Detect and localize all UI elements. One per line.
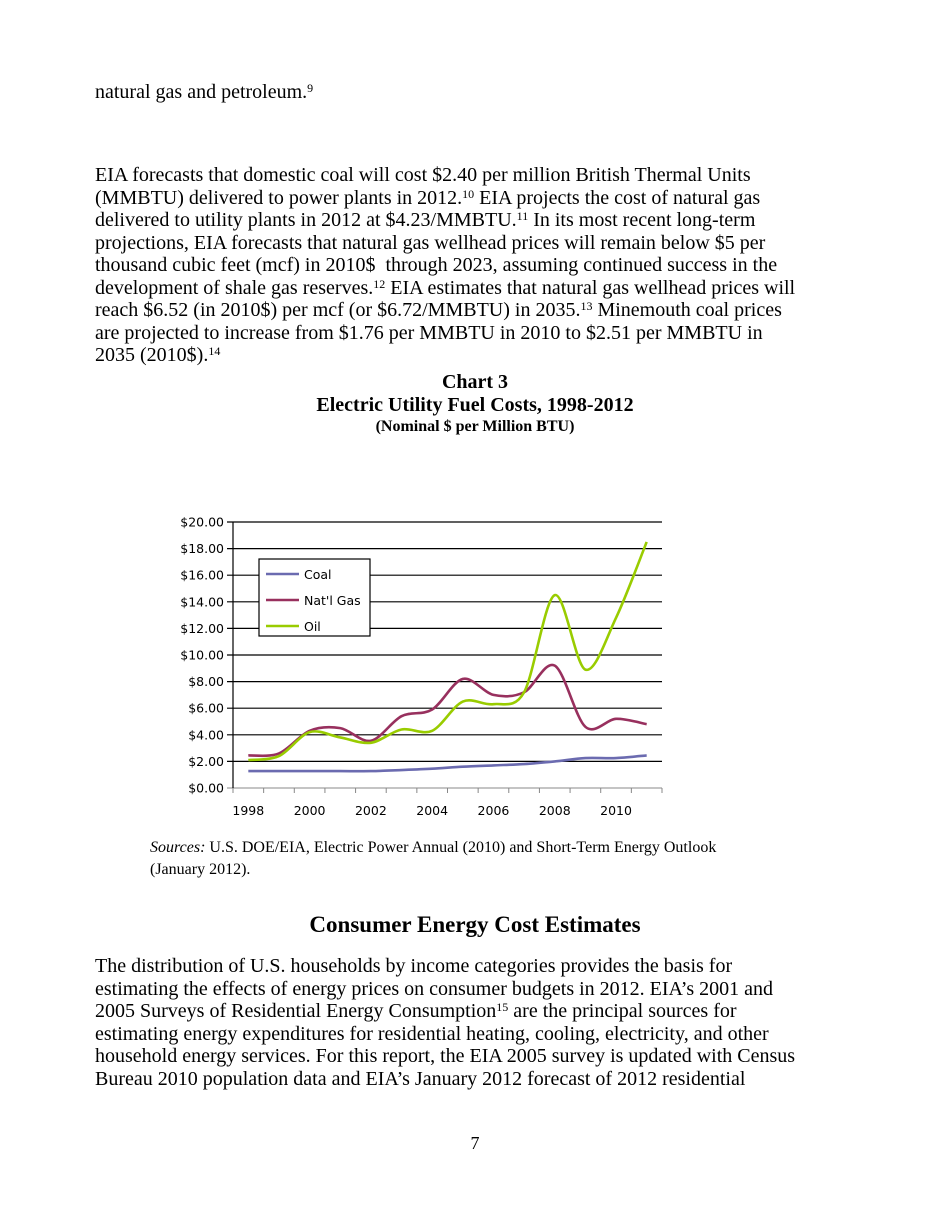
text-line: projections, EIA forecasts that natural … bbox=[95, 232, 765, 254]
series-line-oil bbox=[248, 541, 648, 762]
x-tick-label: 2008 bbox=[539, 803, 571, 818]
text-segment: The distribution of U.S. households by i… bbox=[95, 955, 733, 977]
legend-label: Coal bbox=[304, 567, 332, 582]
section-heading: Consumer Energy Cost Estimates bbox=[309, 912, 641, 937]
text-line: Bureau 2010 population data and EIA’s Ja… bbox=[95, 1068, 745, 1090]
footnote-ref[interactable]: 9 bbox=[307, 81, 314, 95]
y-tick-label: $6.00 bbox=[188, 701, 224, 716]
text-segment: estimating energy expenditures for resid… bbox=[95, 1022, 769, 1045]
text-line: The distribution of U.S. households by i… bbox=[95, 955, 732, 977]
text-segment: are projected to increase from $1.76 per… bbox=[95, 321, 763, 344]
text-line: thousand cubic feet (mcf) in 2010$ throu… bbox=[95, 254, 777, 276]
text-segment: development of shale gas reserves. bbox=[95, 276, 374, 299]
chart-label: Chart 3 bbox=[441, 371, 509, 393]
text-line: development of shale gas reserves.12 EIA… bbox=[95, 277, 795, 299]
footnote-ref[interactable]: 11 bbox=[516, 209, 529, 223]
chart-subtitle: (Nominal $ per Million BTU) bbox=[375, 418, 575, 435]
sources-text-1: U.S. DOE/EIA, Electric Power Annual (201… bbox=[205, 839, 717, 856]
text-segment: are the principal sources for bbox=[508, 1000, 737, 1022]
text-segment: Bureau 2010 population data and EIA’s Ja… bbox=[95, 1067, 746, 1090]
text-segment: household energy services. For this repo… bbox=[95, 1045, 796, 1067]
text-segment: EIA forecasts that domestic coal will co… bbox=[95, 164, 751, 186]
footnote-ref[interactable]: 13 bbox=[580, 299, 593, 313]
series-line-coal bbox=[248, 754, 647, 773]
x-tick-label: 2010 bbox=[600, 803, 632, 818]
text-line: EIA forecasts that domestic coal will co… bbox=[95, 164, 751, 186]
x-tick-label: 2000 bbox=[294, 803, 326, 818]
footnote-ref[interactable]: 12 bbox=[373, 276, 386, 291]
text-segment: (MMBTU) delivered to power plants in 201… bbox=[95, 186, 463, 209]
footnote-ref[interactable]: 14 bbox=[208, 344, 221, 358]
chart-title: Electric Utility Fuel Costs, 1998-2012 bbox=[316, 394, 634, 416]
y-tick-label: $10.00 bbox=[180, 648, 224, 663]
x-tick-label: 2004 bbox=[416, 803, 448, 818]
text-line: household energy services. For this repo… bbox=[95, 1045, 795, 1067]
text-segment: 2035 (2010$). bbox=[95, 344, 209, 366]
y-tick-label: $12.00 bbox=[180, 621, 224, 636]
text-line: delivered to utility plants in 2012 at $… bbox=[95, 209, 755, 231]
text-segment: estimating the effects of energy prices … bbox=[95, 977, 773, 1000]
legend-box bbox=[258, 558, 371, 637]
text-line: reach $6.52 (in 2010$) per mcf (or $6.72… bbox=[95, 299, 782, 321]
y-tick-label: $16.00 bbox=[180, 568, 224, 583]
legend-label: Oil bbox=[304, 619, 321, 634]
y-tick-label: $8.00 bbox=[188, 674, 224, 689]
text-segment: 2005 Surveys of Residential Energy Consu… bbox=[95, 1000, 497, 1022]
series-line-nat-l-gas bbox=[248, 663, 647, 758]
y-tick-label: $0.00 bbox=[188, 781, 224, 796]
text-segment: EIA estimates that natural gas wellhead … bbox=[385, 276, 796, 299]
text-line: are projected to increase from $1.76 per… bbox=[95, 322, 763, 344]
text-segment: projections, EIA forecasts that natural … bbox=[95, 231, 766, 254]
text-segment: Minemouth coal prices bbox=[592, 299, 782, 321]
text-segment: In its most recent long-term bbox=[528, 209, 756, 231]
text-segment: thousand cubic feet (mcf) in 2010$ throu… bbox=[95, 254, 778, 276]
text-line: 2005 Surveys of Residential Energy Consu… bbox=[95, 1000, 737, 1022]
text-segment: reach $6.52 (in 2010$) per mcf (or $6.72… bbox=[95, 299, 581, 321]
text-line: (MMBTU) delivered to power plants in 201… bbox=[95, 187, 760, 209]
y-tick-label: $4.00 bbox=[188, 727, 224, 742]
y-tick-label: $14.00 bbox=[180, 594, 224, 609]
text-line: estimating energy expenditures for resid… bbox=[95, 1023, 769, 1045]
page-number: 7 bbox=[470, 1133, 480, 1153]
text-line: natural gas and petroleum.9 bbox=[95, 81, 313, 103]
footnote-ref[interactable]: 10 bbox=[462, 186, 475, 201]
text-segment: EIA projects the cost of natural gas bbox=[474, 186, 761, 209]
sources-note: Sources: U.S. DOE/EIA, Electric Power An… bbox=[150, 838, 878, 858]
text-segment: natural gas and petroleum. bbox=[95, 81, 308, 103]
x-tick-label: 2006 bbox=[478, 803, 510, 818]
y-tick-label: $2.00 bbox=[188, 754, 224, 769]
y-tick-label: $18.00 bbox=[180, 541, 224, 556]
sources-label: Sources: bbox=[150, 839, 206, 856]
text-segment: delivered to utility plants in 2012 at $… bbox=[95, 209, 517, 231]
text-line: estimating the effects of energy prices … bbox=[95, 978, 773, 1000]
sources-text-2: (January 2012). bbox=[150, 861, 251, 878]
footnote-ref[interactable]: 15 bbox=[496, 1000, 509, 1014]
y-tick-label: $20.00 bbox=[180, 515, 224, 530]
x-tick-label: 1998 bbox=[232, 803, 264, 818]
legend-label: Nat'l Gas bbox=[304, 593, 361, 608]
x-tick-label: 2002 bbox=[355, 803, 387, 818]
text-line: 2035 (2010$).14 bbox=[95, 344, 220, 366]
